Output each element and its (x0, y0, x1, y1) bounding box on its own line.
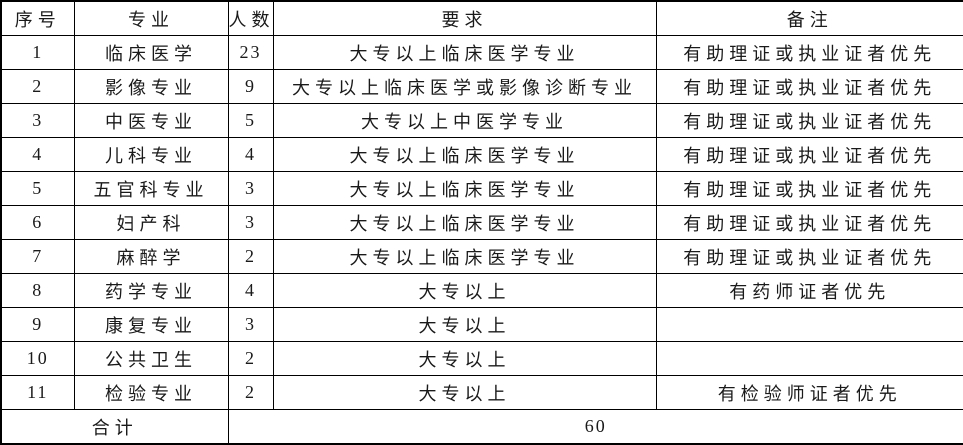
cell-seq: 4 (0, 137, 75, 172)
cell-seq: 10 (0, 341, 75, 376)
cell-seq: 7 (0, 239, 75, 274)
cell-requirement: 大专以上临床医学专业 (272, 205, 657, 240)
table-row: 10 公共卫生 2 大专以上 (0, 341, 963, 376)
cell-seq: 5 (0, 171, 75, 206)
footer-total-value: 60 (227, 409, 963, 445)
header-row: 序号 专业 人数 要求 备注 (0, 0, 963, 36)
table-row: 2 影像专业 9 大专以上临床医学或影像诊断专业 有助理证或执业证者优先 (0, 69, 963, 104)
cell-count: 2 (227, 239, 274, 274)
cell-count: 2 (227, 341, 274, 376)
cell-major: 临床医学 (73, 35, 229, 70)
header-seq: 序号 (0, 0, 75, 36)
table-row: 4 儿科专业 4 大专以上临床医学专业 有助理证或执业证者优先 (0, 137, 963, 172)
cell-requirement: 大专以上临床医学专业 (272, 35, 657, 70)
cell-count: 4 (227, 137, 274, 172)
cell-note: 有助理证或执业证者优先 (655, 239, 963, 274)
cell-count: 3 (227, 307, 274, 342)
header-requirement: 要求 (272, 0, 657, 36)
cell-major: 五官科专业 (73, 171, 229, 206)
cell-major: 中医专业 (73, 103, 229, 138)
cell-major: 妇产科 (73, 205, 229, 240)
cell-count: 2 (227, 375, 274, 410)
cell-requirement: 大专以上临床医学专业 (272, 137, 657, 172)
cell-count: 5 (227, 103, 274, 138)
cell-note (655, 307, 963, 342)
table-row: 5 五官科专业 3 大专以上临床医学专业 有助理证或执业证者优先 (0, 171, 963, 206)
cell-note: 有助理证或执业证者优先 (655, 69, 963, 104)
cell-seq: 9 (0, 307, 75, 342)
cell-requirement: 大专以上 (272, 307, 657, 342)
cell-seq: 2 (0, 69, 75, 104)
cell-note: 有助理证或执业证者优先 (655, 137, 963, 172)
cell-note (655, 341, 963, 376)
cell-major: 药学专业 (73, 273, 229, 308)
cell-requirement: 大专以上临床医学或影像诊断专业 (272, 69, 657, 104)
cell-major: 检验专业 (73, 375, 229, 410)
cell-major: 影像专业 (73, 69, 229, 104)
cell-seq: 11 (0, 375, 75, 410)
table-row: 7 麻醉学 2 大专以上临床医学专业 有助理证或执业证者优先 (0, 239, 963, 274)
table-row: 9 康复专业 3 大专以上 (0, 307, 963, 342)
cell-major: 康复专业 (73, 307, 229, 342)
cell-note: 有助理证或执业证者优先 (655, 103, 963, 138)
table-row: 8 药学专业 4 大专以上 有药师证者优先 (0, 273, 963, 308)
cell-requirement: 大专以上 (272, 341, 657, 376)
header-major: 专业 (73, 0, 229, 36)
cell-seq: 8 (0, 273, 75, 308)
table-row: 11 检验专业 2 大专以上 有检验师证者优先 (0, 375, 963, 410)
cell-count: 23 (227, 35, 274, 70)
footer-row: 合计 60 (0, 409, 963, 445)
cell-note: 有检验师证者优先 (655, 375, 963, 410)
header-count: 人数 (227, 0, 274, 36)
cell-count: 3 (227, 205, 274, 240)
footer-total-label: 合计 (0, 409, 229, 445)
cell-major: 公共卫生 (73, 341, 229, 376)
header-note: 备注 (655, 0, 963, 36)
cell-note: 有助理证或执业证者优先 (655, 171, 963, 206)
cell-requirement: 大专以上临床医学专业 (272, 239, 657, 274)
cell-note: 有助理证或执业证者优先 (655, 205, 963, 240)
table-row: 1 临床医学 23 大专以上临床医学专业 有助理证或执业证者优先 (0, 35, 963, 70)
cell-major: 儿科专业 (73, 137, 229, 172)
cell-requirement: 大专以上临床医学专业 (272, 171, 657, 206)
cell-seq: 1 (0, 35, 75, 70)
table-row: 6 妇产科 3 大专以上临床医学专业 有助理证或执业证者优先 (0, 205, 963, 240)
cell-count: 3 (227, 171, 274, 206)
cell-count: 4 (227, 273, 274, 308)
cell-note: 有助理证或执业证者优先 (655, 35, 963, 70)
cell-requirement: 大专以上 (272, 273, 657, 308)
cell-seq: 3 (0, 103, 75, 138)
table-row: 3 中医专业 5 大专以上中医学专业 有助理证或执业证者优先 (0, 103, 963, 138)
cell-count: 9 (227, 69, 274, 104)
cell-major: 麻醉学 (73, 239, 229, 274)
cell-note: 有药师证者优先 (655, 273, 963, 308)
cell-requirement: 大专以上 (272, 375, 657, 410)
cell-seq: 6 (0, 205, 75, 240)
cell-requirement: 大专以上中医学专业 (272, 103, 657, 138)
